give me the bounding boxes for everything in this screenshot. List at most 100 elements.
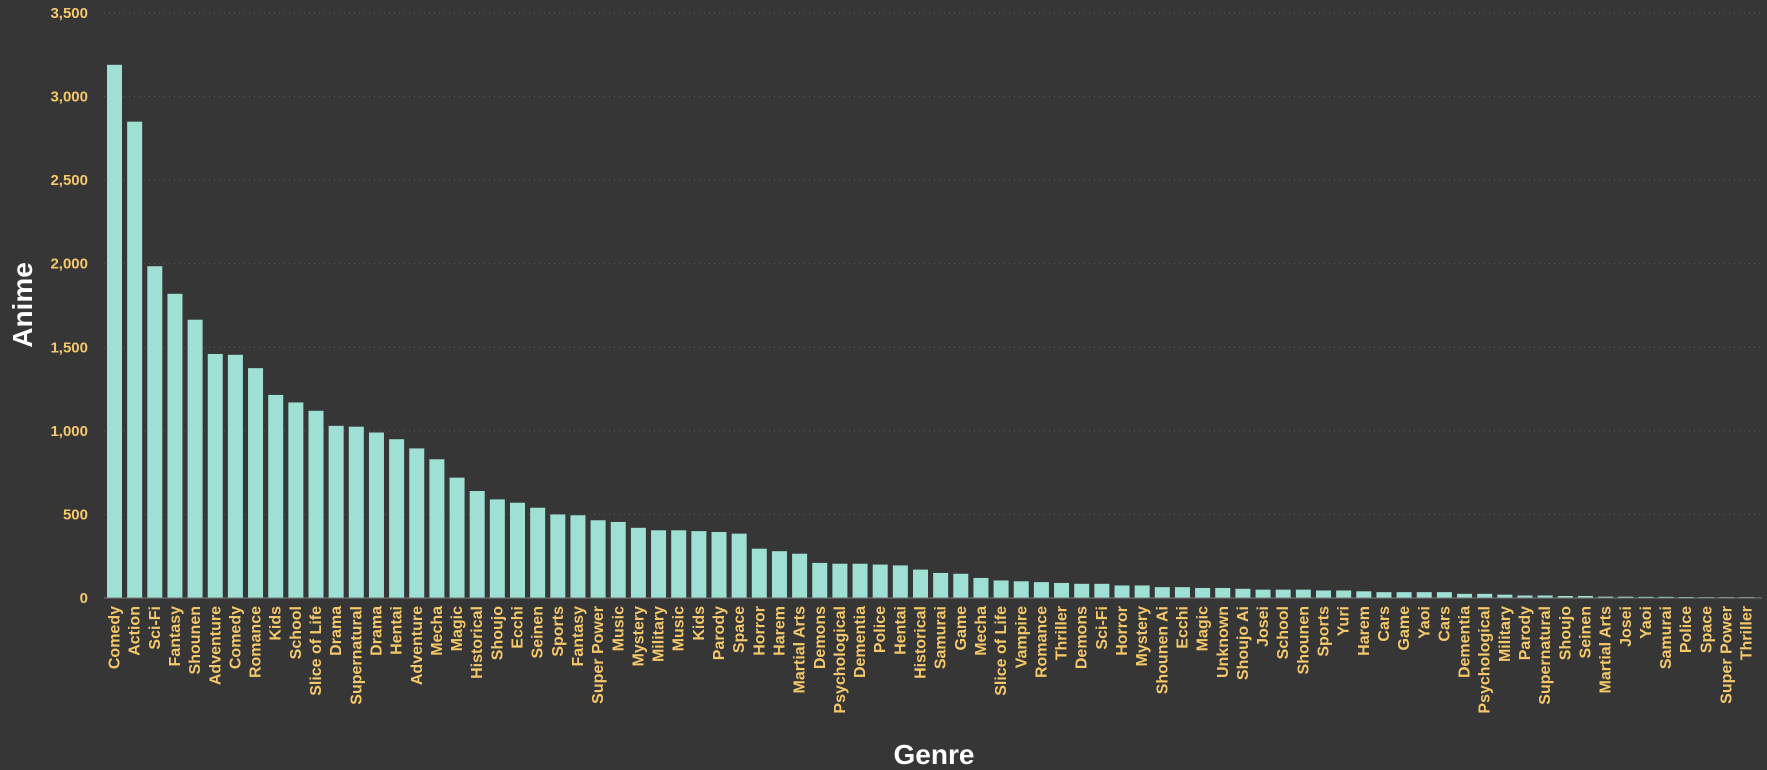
x-tick-label: Harem xyxy=(771,606,788,656)
y-axis-ticks: 0 500 1,000 1,500 2,000 2,500 3,000 3,500 xyxy=(50,5,88,607)
x-tick-label: Josei xyxy=(1618,606,1635,647)
bar xyxy=(1295,589,1311,598)
y-tick-label: 500 xyxy=(63,506,88,523)
x-tick-label: Comedy xyxy=(227,606,244,669)
x-tick-label: Samurai xyxy=(1658,606,1675,669)
x-tick-label: Psychological xyxy=(832,606,849,714)
bar xyxy=(771,551,787,598)
x-tick-label: Supernatural xyxy=(1537,606,1554,705)
bar xyxy=(671,530,687,598)
bar xyxy=(389,439,405,598)
x-tick-label: School xyxy=(288,606,305,659)
bar xyxy=(1174,587,1190,598)
x-tick-label: Adventure xyxy=(409,606,426,685)
x-tick-label: Demons xyxy=(1074,606,1091,669)
x-tick-label: Josei xyxy=(1255,606,1272,647)
x-tick-label: Mystery xyxy=(630,606,647,667)
bar xyxy=(1255,589,1271,598)
bar xyxy=(409,448,425,598)
bar xyxy=(248,368,264,598)
bar xyxy=(691,531,707,598)
bar xyxy=(1154,587,1170,598)
x-tick-label: Military xyxy=(1497,606,1514,662)
bar xyxy=(852,563,868,598)
x-tick-label: Space xyxy=(731,606,748,653)
bar xyxy=(1577,595,1593,598)
bar xyxy=(731,533,747,598)
x-tick-label: Slice of Life xyxy=(308,606,325,696)
bar xyxy=(1658,596,1674,598)
bar xyxy=(328,425,344,598)
bar xyxy=(308,410,324,598)
x-tick-label: Shoujo xyxy=(1557,606,1574,660)
x-tick-label: Hentai xyxy=(389,606,406,655)
x-tick-label: Fantasy xyxy=(167,606,184,667)
x-tick-label: Kids xyxy=(268,606,285,641)
x-tick-label: Sports xyxy=(1316,606,1333,657)
bar xyxy=(288,402,304,598)
x-axis-labels: Comedy Action Sci-Fi Fantasy Shounen Adventur… xyxy=(107,606,1756,714)
bar xyxy=(1316,590,1331,598)
x-tick-label: Historical xyxy=(469,606,486,679)
bar xyxy=(973,577,989,598)
bar xyxy=(187,319,203,598)
bar xyxy=(1517,595,1533,598)
x-tick-label: School xyxy=(1275,606,1292,659)
bar xyxy=(1074,583,1090,598)
bar xyxy=(570,515,586,598)
x-tick-label: Military xyxy=(651,606,668,662)
bar xyxy=(1416,592,1432,598)
bar xyxy=(1396,592,1412,598)
bar xyxy=(751,548,767,598)
bar xyxy=(892,565,908,598)
x-tick-label: Yaoi xyxy=(1416,606,1433,639)
bar xyxy=(1436,592,1452,598)
x-tick-label: Police xyxy=(872,606,889,653)
x-tick-label: Demons xyxy=(812,606,829,669)
x-tick-label: Super Power xyxy=(1719,606,1736,704)
x-tick-label: Thriller xyxy=(1054,606,1071,660)
bar xyxy=(1477,593,1493,598)
y-axis-title: Anime xyxy=(7,262,38,348)
bar xyxy=(1134,585,1150,598)
bar xyxy=(953,573,969,598)
x-tick-label: Historical xyxy=(913,606,930,679)
bar xyxy=(1537,595,1553,598)
bar xyxy=(812,562,828,598)
x-tick-label: Shoujo Ai xyxy=(1235,606,1252,680)
x-tick-label: Game xyxy=(1396,606,1413,651)
x-tick-label: Cars xyxy=(1376,606,1393,642)
bar xyxy=(1235,588,1251,598)
x-tick-label: Horror xyxy=(1114,606,1131,656)
bar xyxy=(590,520,606,598)
x-tick-label: Thriller xyxy=(1739,606,1756,660)
x-tick-label: Shounen xyxy=(1295,606,1312,674)
x-tick-label: Magic xyxy=(449,606,466,651)
bar xyxy=(127,121,143,599)
bar xyxy=(1497,594,1513,598)
bar xyxy=(630,527,646,598)
y-tick-label: 2,000 xyxy=(50,256,88,273)
x-tick-label: Sci-Fi xyxy=(147,606,164,650)
bar xyxy=(1033,582,1049,598)
bar xyxy=(610,521,626,598)
bar xyxy=(1618,596,1634,598)
x-tick-label: Dementia xyxy=(1457,606,1474,678)
x-tick-label: Yuri xyxy=(1336,606,1353,636)
x-tick-label: Super Power xyxy=(590,606,607,704)
y-tick-label: 1,000 xyxy=(50,423,88,440)
x-tick-label: Magic xyxy=(1195,606,1212,651)
x-tick-label: Parody xyxy=(1517,606,1534,660)
x-tick-label: Adventure xyxy=(207,606,224,685)
x-tick-label: Sports xyxy=(550,606,567,657)
bar xyxy=(872,564,888,598)
bar xyxy=(368,432,384,598)
x-tick-label: Drama xyxy=(328,606,345,656)
x-tick-label: Seinen xyxy=(1577,606,1594,658)
bar xyxy=(1557,595,1573,598)
x-tick-label: Supernatural xyxy=(348,606,365,705)
x-tick-label: Police xyxy=(1678,606,1695,653)
bar xyxy=(510,502,525,598)
bar xyxy=(933,572,949,598)
x-tick-label: Romance xyxy=(248,606,265,678)
